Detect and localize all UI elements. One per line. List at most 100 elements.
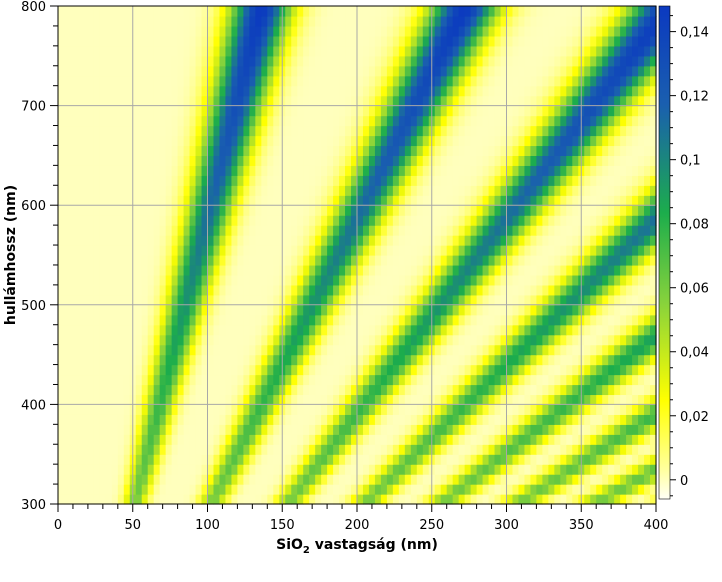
heatmap-cell <box>644 245 651 256</box>
heatmap-cell <box>554 125 561 137</box>
heatmap-cell <box>231 304 238 316</box>
heatmap-cell <box>195 115 203 127</box>
heatmap-cell <box>58 404 65 415</box>
heatmap-cell <box>404 125 412 137</box>
heatmap-cell <box>374 95 382 107</box>
heatmap-cell <box>267 165 274 176</box>
heatmap-cell <box>327 414 334 425</box>
heatmap-cell <box>249 424 256 435</box>
heatmap-cell <box>410 464 418 475</box>
heatmap-cell <box>452 155 460 166</box>
heatmap-cell <box>225 464 233 475</box>
heatmap-cell <box>596 6 603 17</box>
heatmap-cell <box>470 145 478 156</box>
heatmap-cell <box>392 45 400 57</box>
heatmap-cell <box>536 384 543 396</box>
heatmap-cell <box>614 255 621 266</box>
heatmap-cell <box>560 165 567 176</box>
heatmap-cell <box>159 294 167 306</box>
heatmap-cell <box>434 235 442 246</box>
heatmap-cell <box>470 414 478 425</box>
heatmap-cell <box>309 344 316 356</box>
heatmap-cell <box>530 464 537 475</box>
heatmap-cell <box>572 175 579 186</box>
heatmap-cell <box>416 424 424 435</box>
heatmap-cell <box>584 374 591 386</box>
heatmap-cell <box>285 404 292 415</box>
heatmap-cell <box>440 155 448 166</box>
heatmap-cell <box>566 314 573 326</box>
heatmap-cell <box>165 474 173 485</box>
heatmap-cell <box>195 65 203 77</box>
heatmap-cell <box>596 404 603 415</box>
heatmap-cell <box>500 65 508 77</box>
heatmap-cell <box>219 165 227 176</box>
heatmap-cell <box>357 15 364 27</box>
heatmap-cell <box>69 115 77 127</box>
heatmap-cell <box>590 95 597 107</box>
heatmap-cell <box>512 384 520 396</box>
heatmap-cell <box>452 364 460 376</box>
heatmap-cell <box>309 364 316 376</box>
heatmap-cell <box>249 484 256 495</box>
heatmap-cell <box>75 274 83 286</box>
heatmap-cell <box>554 334 561 346</box>
heatmap-cell <box>470 464 478 475</box>
heatmap-cell <box>470 434 478 445</box>
heatmap-cell <box>69 65 77 77</box>
heatmap-cell <box>69 75 77 87</box>
heatmap-cell <box>267 95 274 107</box>
heatmap-cell <box>153 245 161 256</box>
heatmap-cell <box>58 185 65 196</box>
heatmap-cell <box>572 255 579 266</box>
heatmap-cell <box>201 6 209 17</box>
heatmap-cell <box>644 215 651 226</box>
heatmap-cell <box>219 75 227 87</box>
heatmap-cell <box>87 235 95 246</box>
heatmap-cell <box>452 424 460 435</box>
heatmap-cell <box>380 175 388 186</box>
heatmap-cell <box>207 95 215 107</box>
heatmap-cell <box>518 294 526 306</box>
heatmap-cell <box>524 354 532 366</box>
heatmap-cell <box>638 65 645 77</box>
heatmap-cell <box>81 364 89 376</box>
heatmap-cell <box>58 55 65 67</box>
heatmap-cell <box>398 65 406 77</box>
heatmap-cell <box>566 145 573 156</box>
heatmap-cell <box>321 85 328 97</box>
heatmap-cell <box>440 205 448 216</box>
heatmap-cell <box>470 185 478 196</box>
heatmap-cell <box>135 404 143 415</box>
heatmap-cell <box>273 115 280 127</box>
heatmap-cell <box>590 75 597 87</box>
heatmap-cell <box>195 135 203 147</box>
heatmap-cell <box>470 55 478 67</box>
heatmap-cell <box>620 175 627 186</box>
heatmap-cell <box>416 225 424 236</box>
heatmap-cell <box>644 185 651 196</box>
heatmap-cell <box>297 444 304 455</box>
heatmap-cell <box>548 195 555 206</box>
heatmap-cell <box>626 264 633 276</box>
heatmap-cell <box>171 65 179 77</box>
heatmap-cell <box>512 135 520 147</box>
heatmap-cell <box>590 15 597 27</box>
heatmap-cell <box>237 235 244 246</box>
heatmap-cell <box>440 245 448 256</box>
heatmap-cell <box>69 274 77 286</box>
heatmap-cell <box>458 115 466 127</box>
heatmap-cell <box>524 454 532 465</box>
heatmap-cell <box>99 264 107 276</box>
heatmap-cell <box>404 215 412 226</box>
heatmap-cell <box>398 354 406 366</box>
heatmap-cell <box>231 245 238 256</box>
heatmap-cell <box>518 205 526 216</box>
heatmap-cell <box>380 205 388 216</box>
heatmap-cell <box>201 354 209 366</box>
heatmap-cell <box>500 444 508 455</box>
heatmap-cell <box>81 85 89 97</box>
heatmap-cell <box>153 45 161 57</box>
heatmap-cell <box>482 404 490 415</box>
heatmap-cell <box>446 75 454 87</box>
